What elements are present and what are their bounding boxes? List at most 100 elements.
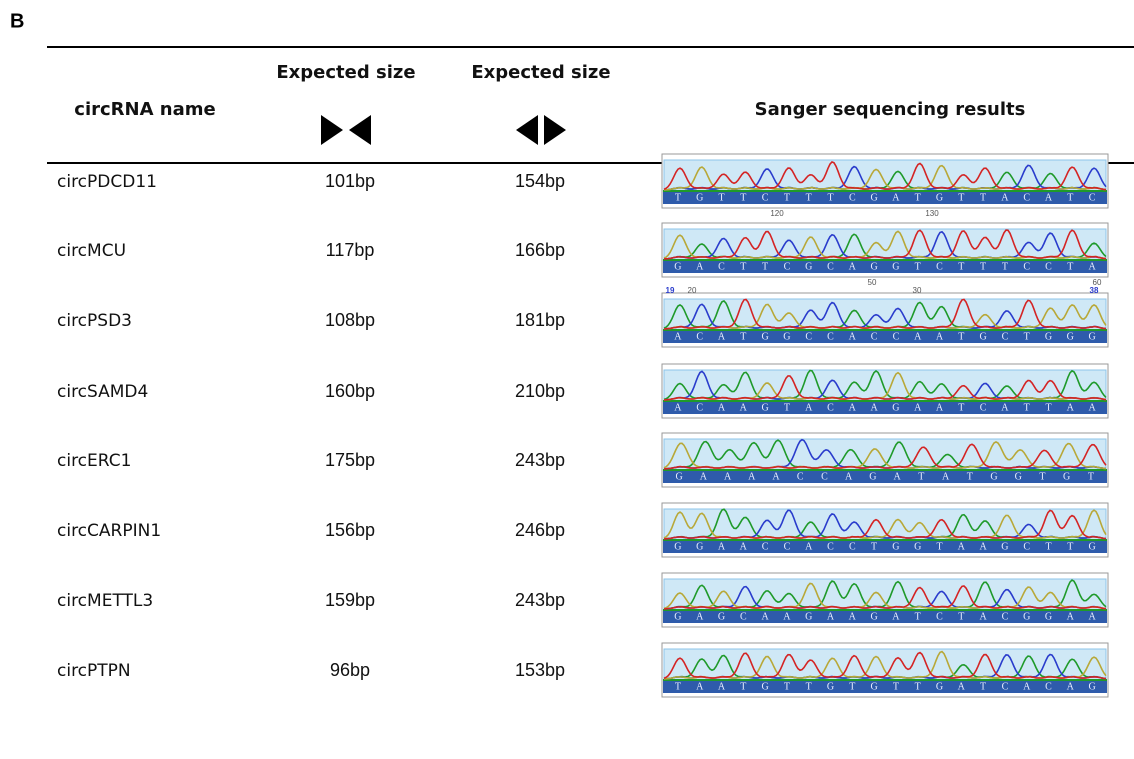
base-call: T — [915, 192, 921, 203]
ruler-number: 50 — [868, 278, 877, 287]
base-call: A — [827, 611, 835, 622]
base-call: G — [870, 681, 877, 692]
base-call: C — [980, 402, 987, 413]
base-call: T — [958, 331, 964, 342]
base-call: A — [1088, 611, 1096, 622]
base-call: A — [893, 471, 901, 482]
base-call: C — [718, 261, 725, 272]
base-call: T — [915, 611, 921, 622]
base-call: T — [936, 541, 942, 552]
base-call: T — [827, 192, 833, 203]
base-call: T — [1002, 261, 1008, 272]
ruler-number: 130 — [925, 209, 939, 218]
base-call: C — [936, 611, 943, 622]
base-call: A — [849, 261, 857, 272]
base-call: T — [958, 402, 964, 413]
base-call: A — [914, 402, 922, 413]
base-call: A — [1088, 261, 1096, 272]
base-call: A — [979, 611, 987, 622]
base-call: G — [914, 541, 921, 552]
header-convergent: Expected size — [276, 62, 415, 83]
base-call: G — [675, 471, 682, 482]
base-call: A — [700, 471, 708, 482]
base-call: A — [1067, 402, 1075, 413]
base-call: C — [827, 402, 834, 413]
base-call: C — [762, 192, 769, 203]
base-call: C — [849, 192, 856, 203]
base-band — [663, 401, 1107, 414]
base-call: A — [674, 331, 682, 342]
base-call: T — [915, 261, 921, 272]
size-convergent: 101bp — [325, 171, 375, 191]
base-call: C — [1002, 681, 1009, 692]
base-call: G — [1088, 681, 1095, 692]
base-call: G — [696, 541, 703, 552]
quality-shade — [664, 229, 1106, 260]
base-call: A — [761, 611, 769, 622]
circrna-name: circERC1 — [57, 451, 131, 471]
base-call: G — [1001, 541, 1008, 552]
base-call: G — [805, 611, 812, 622]
base-call: A — [892, 192, 900, 203]
ruler-number: 120 — [770, 209, 784, 218]
base-call: T — [762, 261, 768, 272]
base-call: G — [892, 261, 899, 272]
size-divergent: 243bp — [515, 590, 565, 610]
base-call: T — [675, 192, 681, 203]
base-call: G — [870, 611, 877, 622]
circrna-name: circMCU — [57, 241, 126, 261]
base-call: A — [740, 402, 748, 413]
base-call: A — [718, 541, 726, 552]
base-band — [663, 680, 1107, 693]
base-call: G — [1088, 541, 1095, 552]
base-call: G — [1067, 331, 1074, 342]
base-call: G — [1015, 471, 1022, 482]
chromatogram: TAATGTTGTGTTGATCACAG — [662, 643, 1108, 697]
chromatogram: ACAAGTACAAGAATCATTAA — [662, 364, 1108, 418]
base-call: T — [740, 192, 746, 203]
base-call: T — [871, 541, 877, 552]
header-results: Sanger sequencing results — [755, 99, 1026, 120]
base-band — [663, 330, 1107, 343]
header-divergent: Expected size — [471, 62, 610, 83]
base-call: C — [936, 261, 943, 272]
size-divergent: 153bp — [515, 660, 565, 680]
base-call: T — [1024, 402, 1030, 413]
base-call: T — [718, 192, 724, 203]
circrna-name: circPSD3 — [57, 311, 132, 331]
base-call: A — [718, 402, 726, 413]
size-divergent: 166bp — [515, 240, 565, 260]
base-call: A — [849, 402, 857, 413]
base-call: A — [958, 541, 966, 552]
base-call: G — [805, 261, 812, 272]
base-call: G — [870, 261, 877, 272]
base-call: C — [1002, 611, 1009, 622]
size-divergent: 246bp — [515, 520, 565, 540]
base-call: T — [806, 192, 812, 203]
base-call: T — [784, 681, 790, 692]
base-call: C — [1023, 541, 1030, 552]
circrna-name: circSAMD4 — [57, 382, 148, 402]
base-call: A — [748, 471, 756, 482]
base-call: A — [958, 681, 966, 692]
base-call: A — [805, 541, 813, 552]
base-call: C — [762, 541, 769, 552]
base-call: G — [990, 471, 997, 482]
base-call: G — [674, 611, 681, 622]
base-call: G — [892, 541, 899, 552]
size-convergent: 159bp — [325, 590, 375, 610]
size-convergent: 108bp — [325, 310, 375, 330]
divergent-primers-icon — [516, 115, 566, 145]
base-call: G — [1045, 611, 1052, 622]
circrna-name: circMETTL3 — [57, 591, 153, 611]
base-call: A — [914, 331, 922, 342]
chromatogram: GACTTCGCAGGTCTTTCCTA5060 — [662, 223, 1108, 287]
base-call: A — [1067, 681, 1075, 692]
base-call: C — [784, 261, 791, 272]
base-call: A — [979, 541, 987, 552]
base-call: A — [696, 261, 704, 272]
base-call: A — [1088, 402, 1096, 413]
panel-label: B — [10, 10, 24, 32]
